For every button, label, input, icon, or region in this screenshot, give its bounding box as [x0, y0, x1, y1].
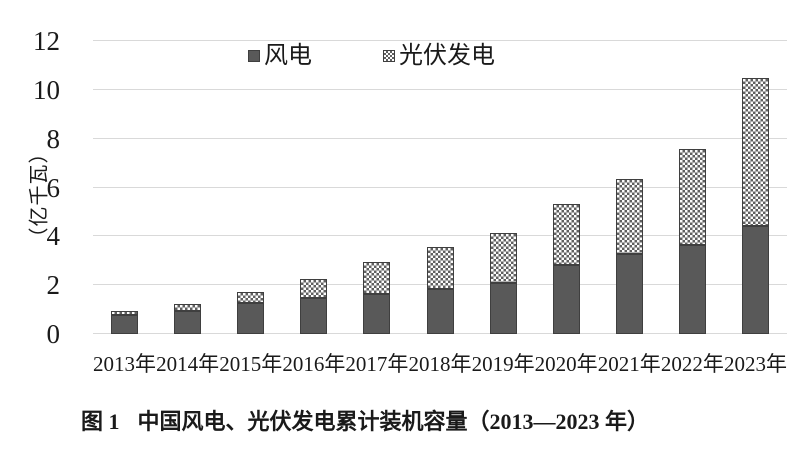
x-tick-label-2016年: 2016年: [282, 352, 346, 376]
bar-segment-风电-2016年: [300, 297, 328, 334]
bar-segment-光伏发电-2013年: [111, 310, 139, 316]
bar-segment-光伏发电-2014年: [174, 303, 202, 311]
figure-number: 图 1: [80, 409, 120, 434]
x-tick-label-2023年: 2023年: [723, 352, 787, 376]
bar-segment-光伏发电-2021年: [615, 179, 643, 254]
bar-2022年: [678, 148, 706, 334]
bar-segment-光伏发电-2020年: [552, 203, 580, 266]
legend-item-solar: 光伏发电: [383, 44, 495, 68]
bar-segment-光伏发电-2023年: [741, 77, 769, 227]
figure-caption: 图 1 中国风电、光伏发电累计装机容量（2013—2023 年）: [81, 404, 649, 436]
bar-2023年: [741, 77, 769, 334]
bar-segment-风电-2013年: [111, 315, 139, 334]
y-tick-label-10: 10: [33, 74, 60, 105]
y-tick-label-2: 2: [46, 270, 61, 301]
y-tick-label-4: 4: [46, 221, 61, 252]
bar-segment-风电-2020年: [552, 265, 580, 334]
bar-segment-光伏发电-2018年: [426, 246, 454, 290]
gridline-8: [93, 137, 787, 139]
x-tick-label-2017年: 2017年: [345, 352, 409, 376]
bar-2014年: [174, 303, 202, 334]
y-tick-label-6: 6: [46, 172, 61, 203]
y-tick-label-12: 12: [33, 26, 60, 56]
bar-segment-光伏发电-2019年: [489, 232, 517, 283]
x-tick-label-2015年: 2015年: [219, 352, 283, 376]
bar-segment-风电-2019年: [489, 282, 517, 334]
y-axis-tick-labels: 0 2 4 6 8 10 12: [0, 27, 70, 348]
bar-2017年: [363, 262, 391, 334]
figure-title: 中国风电、光伏发电累计装机容量（2013—2023 年）: [137, 409, 650, 434]
bar-segment-光伏发电-2015年: [237, 292, 265, 303]
legend: 风电 光伏发电: [248, 44, 495, 68]
legend-label-wind: 风电: [264, 43, 312, 69]
bar-segment-风电-2014年: [174, 310, 202, 334]
plot-area: [93, 40, 787, 334]
x-tick-label-2013年: 2013年: [93, 352, 157, 376]
bar-segment-风电-2015年: [237, 302, 265, 334]
gridline-4: [93, 235, 787, 237]
bar-2019年: [489, 232, 517, 334]
bar-segment-光伏发电-2016年: [300, 278, 328, 298]
bar-segment-风电-2017年: [363, 293, 391, 334]
x-tick-label-2021年: 2021年: [597, 352, 661, 376]
gridline-6: [93, 186, 787, 188]
gridline-10: [93, 88, 787, 90]
x-tick-label-2022年: 2022年: [660, 352, 724, 376]
x-axis-labels: 2013年 2014年 2015年 2016年 2017年 2018年 2019年 2020年…: [93, 352, 787, 378]
bar-segment-光伏发电-2017年: [363, 262, 391, 294]
y-tick-label-8: 8: [46, 123, 61, 154]
solar-swatch-icon: [383, 50, 395, 62]
x-tick-label-2014年: 2014年: [156, 352, 220, 376]
bar-segment-风电-2021年: [615, 253, 643, 334]
bar-2016年: [300, 278, 328, 334]
bar-segment-风电-2023年: [741, 226, 769, 334]
bar-segment-光伏发电-2022年: [678, 148, 706, 245]
bar-segment-风电-2018年: [426, 289, 454, 334]
legend-label-solar: 光伏发电: [399, 43, 495, 69]
bar-segment-风电-2022年: [678, 244, 706, 334]
y-tick-label-0: 0: [46, 319, 61, 349]
x-tick-label-2019年: 2019年: [471, 352, 535, 376]
bar-2013年: [111, 310, 139, 334]
gridline-12: [93, 40, 787, 41]
bar-2021年: [615, 179, 643, 334]
wind-swatch-icon: [248, 50, 260, 62]
bar-2020年: [552, 203, 580, 334]
legend-item-wind: 风电: [248, 44, 312, 68]
bar-2018年: [426, 246, 454, 334]
x-tick-label-2020年: 2020年: [534, 352, 598, 376]
x-tick-label-2018年: 2018年: [408, 352, 472, 376]
bar-2015年: [237, 292, 265, 334]
